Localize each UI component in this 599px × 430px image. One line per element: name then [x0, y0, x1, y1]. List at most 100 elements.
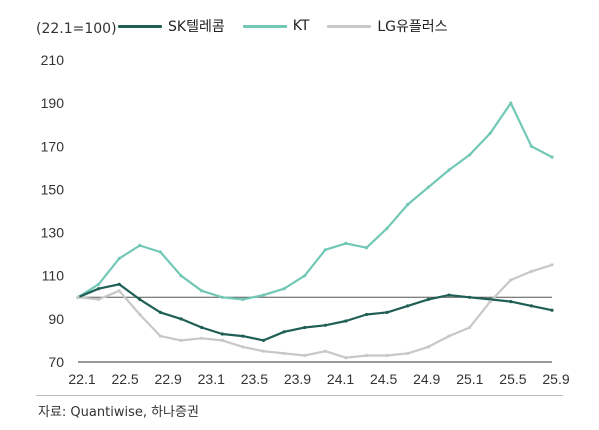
data-point-s1-18	[447, 168, 451, 172]
data-point-s0-14	[364, 312, 369, 317]
data-point-s2-8	[241, 345, 245, 349]
series-line-2	[76, 263, 554, 359]
y-tick-label-6: 190	[41, 95, 65, 111]
legend-swatch-lgu	[327, 24, 372, 28]
data-point-s1-1	[97, 282, 101, 286]
data-point-s0-7	[220, 332, 224, 336]
data-point-s2-18	[447, 334, 451, 338]
data-point-s2-22	[529, 269, 534, 273]
data-point-s1-10	[282, 287, 286, 291]
y-tick-label-1: 90	[48, 311, 64, 327]
data-point-s0-18	[447, 293, 451, 297]
data-point-s2-11	[303, 353, 307, 358]
x-tick-label-1: 22.5	[111, 371, 138, 387]
data-point-s1-2	[117, 256, 121, 261]
legend-item-sk: SK텔레콤	[118, 16, 225, 36]
data-point-s0-20	[488, 297, 492, 301]
data-point-s2-0	[76, 295, 80, 299]
data-point-s1-9	[261, 293, 266, 297]
data-point-s1-22	[529, 144, 534, 148]
data-point-s2-3	[138, 312, 142, 317]
data-point-s1-14	[364, 246, 369, 250]
data-point-s1-11	[303, 274, 307, 278]
data-point-s2-15	[385, 353, 389, 358]
data-point-s0-23	[550, 308, 554, 312]
data-point-s2-17	[426, 345, 430, 349]
chart-header: (22.1=100)	[36, 18, 117, 40]
data-point-s2-21	[509, 278, 513, 282]
data-point-s1-12	[323, 248, 327, 252]
data-point-s2-23	[550, 263, 554, 267]
data-point-s1-8	[241, 297, 245, 301]
x-tick-label-4: 23.5	[241, 371, 268, 387]
data-point-s2-9	[261, 349, 266, 353]
data-point-s2-1	[97, 297, 101, 301]
legend-label-kt: KT	[292, 18, 310, 34]
y-tick-label-2: 110	[42, 268, 65, 284]
x-tick-label-6: 24.1	[327, 371, 354, 387]
data-point-s2-20	[488, 300, 492, 304]
y-tick-label-0: 70	[48, 354, 64, 370]
y-tick-label-4: 150	[41, 181, 65, 197]
legend-label-sk: SK텔레콤	[168, 19, 225, 35]
data-point-s2-6	[200, 336, 204, 340]
x-tick-label-10: 25.5	[499, 371, 526, 387]
data-point-s0-21	[509, 300, 513, 304]
data-point-s0-19	[468, 295, 472, 299]
data-point-s1-17	[426, 185, 430, 189]
data-point-s0-16	[406, 304, 410, 308]
data-point-s1-23	[550, 155, 554, 159]
data-point-s1-7	[220, 295, 224, 299]
data-point-s0-22	[529, 304, 534, 308]
data-point-s1-3	[138, 243, 142, 248]
data-point-s0-6	[200, 325, 204, 330]
data-point-s0-9	[261, 338, 266, 342]
legend: SK텔레콤 KT LG유플러스	[118, 16, 448, 36]
y-tick-label-7: 210	[41, 52, 65, 68]
x-tick-label-3: 23.1	[198, 371, 225, 387]
data-point-s0-4	[158, 310, 162, 314]
x-tick-label-7: 24.5	[370, 371, 397, 387]
data-point-s2-14	[364, 353, 369, 358]
data-point-s2-2	[117, 289, 121, 293]
data-point-s1-21	[509, 101, 513, 105]
data-point-s0-17	[426, 297, 430, 301]
data-point-s2-16	[406, 351, 410, 355]
y-tick-label-3: 130	[41, 225, 65, 241]
x-tick-label-11: 25.9	[542, 371, 569, 387]
data-point-s2-12	[323, 349, 327, 353]
data-point-s2-7	[220, 338, 224, 342]
source-note: 자료: Quantiwise, 하나증권	[38, 405, 199, 420]
data-point-s0-13	[344, 319, 348, 323]
data-point-s0-11	[303, 325, 307, 330]
data-point-s1-16	[406, 202, 410, 207]
source-divider	[36, 395, 563, 396]
legend-label-lgu: LG유플러스	[377, 19, 448, 35]
data-point-s1-15	[385, 226, 389, 230]
y-tick-label-5: 170	[41, 138, 65, 154]
unit-label: (22.1=100)	[36, 21, 117, 37]
legend-swatch-sk	[118, 24, 162, 28]
data-point-s1-5	[179, 274, 183, 278]
data-point-s1-4	[158, 250, 162, 254]
data-point-s1-13	[344, 241, 348, 245]
data-point-s0-8	[241, 334, 245, 338]
data-point-s2-4	[158, 334, 162, 338]
data-point-s0-1	[97, 287, 101, 291]
data-point-s0-15	[385, 310, 389, 314]
legend-swatch-kt	[242, 24, 287, 28]
data-point-s0-10	[282, 330, 286, 334]
x-tick-label-5: 23.9	[284, 371, 311, 387]
data-point-s0-3	[138, 297, 142, 301]
data-point-s1-19	[468, 153, 472, 157]
x-tick-label-2: 22.9	[155, 371, 182, 387]
x-tick-label-8: 24.9	[413, 371, 440, 387]
data-point-s2-5	[179, 338, 183, 342]
data-point-s2-10	[282, 351, 286, 355]
data-point-s1-6	[200, 289, 204, 293]
x-tick-label-0: 22.1	[68, 371, 95, 387]
legend-item-lgu: LG유플러스	[327, 16, 448, 36]
series-line-1	[76, 101, 554, 301]
data-point-s0-5	[179, 317, 183, 321]
